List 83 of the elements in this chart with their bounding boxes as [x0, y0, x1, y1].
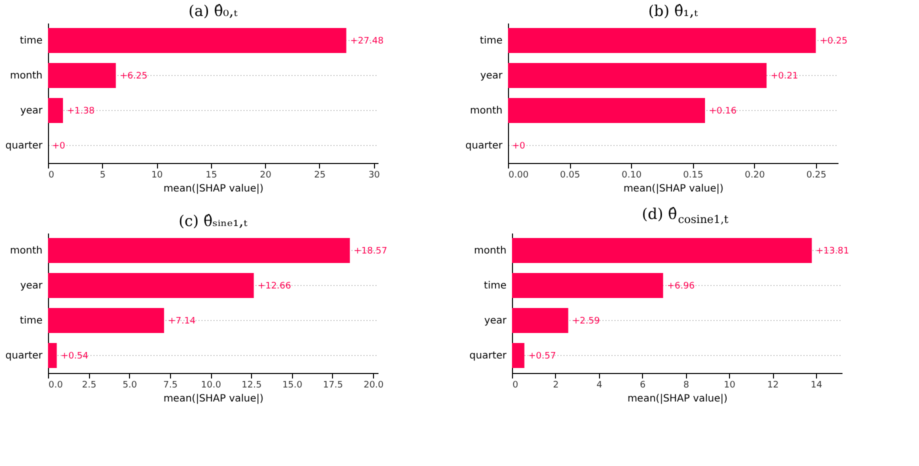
y-tick-label: month	[10, 70, 42, 82]
x-tick-label: 4	[596, 380, 602, 390]
x-tick-label: 10	[151, 170, 164, 180]
x-tick-label: 0.15	[683, 170, 704, 180]
data-label: +0.16	[709, 106, 737, 116]
x-tick-label: 2	[553, 380, 559, 390]
x-axis-title: mean(|SHAP value|)	[163, 394, 264, 404]
bar	[508, 28, 816, 53]
y-tick-label: quarter	[5, 140, 44, 152]
x-tick-label: 5.0	[122, 380, 138, 390]
x-tick-label: 12	[767, 380, 779, 390]
y-tick-label: year	[480, 70, 504, 82]
data-label: +7.14	[168, 316, 196, 326]
data-label: +0.54	[60, 352, 89, 362]
bar	[512, 308, 568, 333]
x-tick-label: 0.0	[48, 380, 64, 390]
data-label: +0	[512, 142, 526, 152]
bar	[48, 63, 116, 88]
x-tick-label: 12.5	[242, 380, 262, 390]
x-tick-label: 17.5	[322, 380, 344, 390]
chart-title: (b) θ̂₁,ₜ	[648, 2, 698, 20]
y-tick-label: time	[20, 316, 42, 326]
bar	[512, 238, 812, 263]
bar	[512, 273, 664, 298]
y-tick-label: time	[480, 36, 502, 46]
x-tick-label: 7.5	[163, 380, 178, 390]
x-tick-label: 10	[724, 380, 736, 390]
chart-title: (a) θ̂₀,ₜ	[188, 2, 238, 20]
data-label: +12.66	[258, 282, 292, 292]
data-label: +2.59	[572, 316, 600, 326]
data-label: +6.96	[667, 282, 695, 292]
x-tick-label: 15	[206, 170, 218, 180]
bar	[48, 273, 254, 298]
data-label: +0.21	[770, 72, 798, 82]
bar	[48, 98, 63, 123]
x-axis-title: mean(|SHAP value|)	[623, 184, 724, 194]
y-tick-label: year	[20, 106, 44, 116]
x-tick-label: 14	[810, 380, 822, 390]
y-tick-label: time	[20, 36, 42, 46]
bar	[48, 308, 164, 333]
bar	[48, 238, 350, 263]
y-tick-label: quarter	[5, 350, 44, 362]
y-tick-label: month	[470, 106, 502, 116]
data-label: +18.57	[354, 246, 388, 256]
x-tick-label: 5	[100, 170, 106, 180]
data-label: +0.25	[820, 36, 848, 46]
data-label: +6.25	[120, 72, 148, 82]
x-tick-label: 20	[260, 170, 272, 180]
data-label: +0.57	[528, 352, 556, 362]
chart-title: (c) θ̂ₛᵢₙₑ₁,ₜ	[178, 212, 248, 230]
x-tick-label: 0	[512, 380, 518, 390]
bar	[48, 28, 346, 53]
y-tick-label: quarter	[465, 140, 504, 152]
x-tick-label: 10.0	[201, 380, 222, 390]
x-tick-label: 0.00	[508, 170, 529, 180]
x-tick-label: 0	[48, 170, 54, 180]
data-label: +1.38	[66, 106, 95, 116]
y-tick-label: month	[10, 246, 42, 256]
y-tick-label: time	[484, 280, 506, 292]
x-tick-label: 0.10	[622, 170, 642, 180]
bar	[48, 343, 57, 368]
data-label: +13.81	[816, 246, 850, 256]
x-axis-title: mean(|SHAP value|)	[163, 184, 264, 194]
y-tick-label: month	[474, 246, 506, 256]
y-tick-label: year	[20, 280, 44, 292]
x-tick-label: 0.05	[560, 170, 580, 180]
x-tick-label: 30	[368, 170, 380, 180]
bar	[508, 98, 706, 123]
x-tick-label: 0.25	[806, 170, 826, 180]
y-tick-label: year	[484, 316, 508, 326]
x-tick-label: 15.0	[282, 380, 303, 390]
x-tick-label: 25	[314, 170, 326, 180]
x-axis-title: mean(|SHAP value|)	[627, 394, 728, 404]
x-tick-label: 2.5	[82, 380, 96, 390]
x-tick-label: 8	[683, 380, 690, 390]
y-tick-label: quarter	[469, 350, 508, 362]
bar	[512, 343, 524, 368]
x-tick-label: 20.0	[364, 380, 384, 390]
data-label: +27.48	[350, 36, 384, 46]
bar	[508, 63, 767, 88]
x-tick-label: 6	[640, 380, 646, 390]
x-tick-label: 0.20	[744, 170, 766, 180]
data-label: +0	[52, 142, 66, 152]
